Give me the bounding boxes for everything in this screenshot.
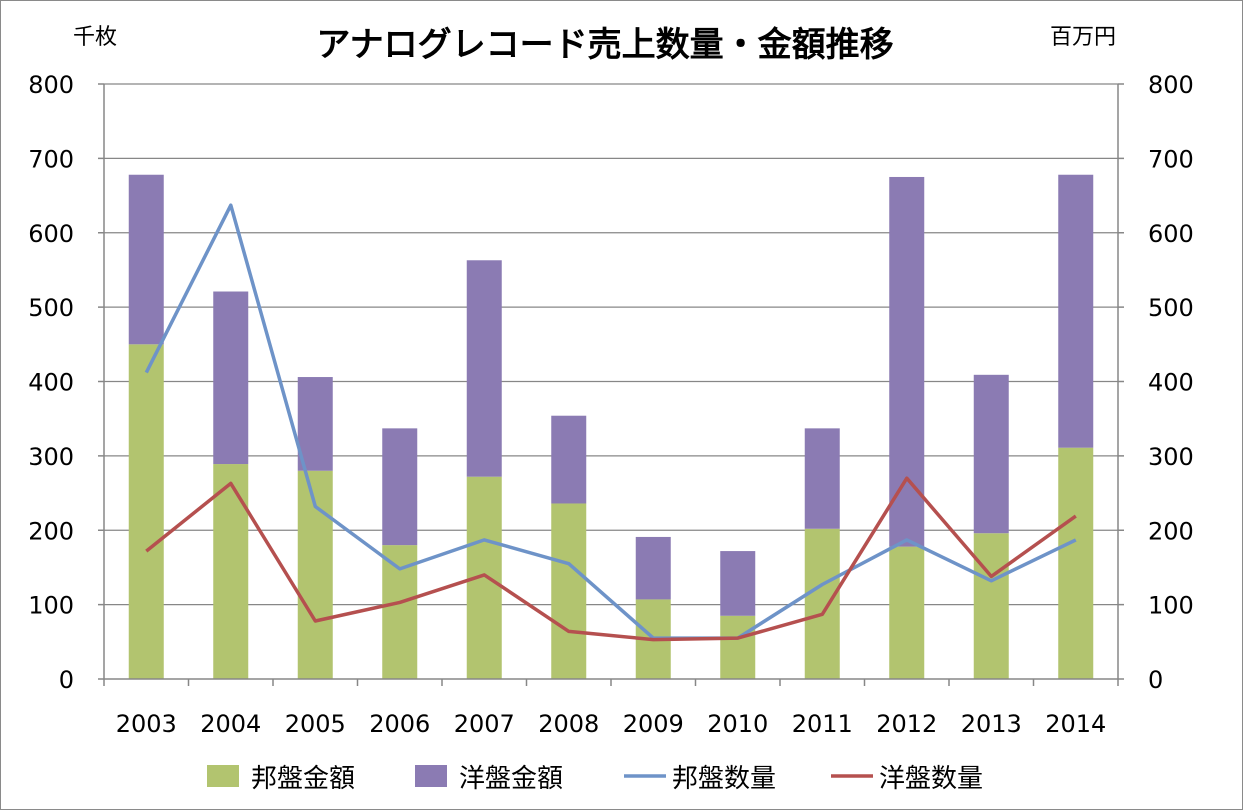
y-tick-label-right: 100 bbox=[1148, 592, 1194, 620]
bar bbox=[466, 260, 502, 477]
y-tick-label-right: 800 bbox=[1148, 71, 1194, 99]
bar bbox=[1058, 447, 1094, 679]
bar bbox=[551, 503, 587, 679]
y-tick-label-right: 400 bbox=[1148, 369, 1194, 397]
legend-swatch bbox=[207, 765, 239, 787]
bar bbox=[720, 551, 756, 616]
x-tick-label: 2011 bbox=[792, 710, 853, 738]
bars bbox=[128, 174, 1094, 679]
legend-label: 邦盤金額 bbox=[251, 764, 355, 794]
y-tick-label-left: 200 bbox=[28, 517, 74, 545]
bar bbox=[889, 546, 925, 679]
bar bbox=[889, 176, 925, 547]
legend: 邦盤金額 洋盤金額 邦盤数量 洋盤数量 bbox=[207, 764, 983, 794]
y-tick-label-left: 700 bbox=[28, 145, 74, 173]
y-tick-label-left: 800 bbox=[28, 71, 74, 99]
bar bbox=[804, 528, 840, 679]
x-tick-label: 2009 bbox=[623, 710, 684, 738]
x-tick-label: 2013 bbox=[961, 710, 1022, 738]
x-tick-label: 2006 bbox=[369, 710, 430, 738]
y-tick-label-right: 200 bbox=[1148, 517, 1194, 545]
series-line bbox=[144, 203, 1077, 640]
x-tick-label: 2010 bbox=[707, 710, 768, 738]
bar bbox=[128, 174, 164, 345]
bar bbox=[804, 428, 840, 529]
legend-label: 洋盤金額 bbox=[459, 764, 563, 794]
bar bbox=[551, 415, 587, 504]
y-tick-label-left: 400 bbox=[28, 369, 74, 397]
x-tick-label: 2014 bbox=[1045, 710, 1106, 738]
chart-title: アナログレコード売上数量・金額推移 bbox=[316, 25, 893, 65]
bar bbox=[635, 536, 671, 600]
x-tick-label: 2008 bbox=[538, 710, 599, 738]
gridlines bbox=[104, 83, 1118, 606]
bar bbox=[720, 615, 756, 679]
bar bbox=[973, 374, 1009, 534]
y-tick-label-left: 300 bbox=[28, 443, 74, 471]
x-tick-label: 2004 bbox=[200, 710, 261, 738]
x-tick-label: 2005 bbox=[285, 710, 346, 738]
y-right-unit: 百万円 bbox=[1050, 25, 1116, 50]
axes: 0 0 100 100 200 200 300 300 400 400 500 500 600 600 70… bbox=[28, 71, 1194, 738]
series-line bbox=[145, 476, 1077, 642]
bar bbox=[213, 464, 249, 679]
y-tick-label-right: 500 bbox=[1148, 294, 1194, 322]
y-tick-label-left: 500 bbox=[28, 294, 74, 322]
x-tick-label: 2012 bbox=[876, 710, 937, 738]
y-left-unit: 千枚 bbox=[73, 25, 117, 50]
y-tick-label-left: 600 bbox=[28, 220, 74, 248]
bar bbox=[382, 428, 418, 546]
y-tick-label-left: 100 bbox=[28, 592, 74, 620]
lines bbox=[144, 203, 1077, 642]
legend-label: 洋盤数量 bbox=[879, 764, 983, 794]
bar bbox=[973, 533, 1009, 679]
bar bbox=[1058, 174, 1094, 448]
y-tick-label-right: 300 bbox=[1148, 443, 1194, 471]
y-tick-label-left: 0 bbox=[59, 666, 74, 694]
legend-swatch bbox=[415, 765, 447, 787]
bar bbox=[213, 291, 249, 465]
y-tick-label-right: 700 bbox=[1148, 145, 1194, 173]
y-tick-label-right: 600 bbox=[1148, 220, 1194, 248]
bar bbox=[128, 344, 164, 679]
legend-label: 邦盤数量 bbox=[672, 764, 776, 794]
x-tick-label: 2003 bbox=[116, 710, 177, 738]
bar bbox=[297, 377, 333, 471]
x-tick-label: 2007 bbox=[454, 710, 515, 738]
y-tick-label-right: 0 bbox=[1148, 666, 1163, 694]
